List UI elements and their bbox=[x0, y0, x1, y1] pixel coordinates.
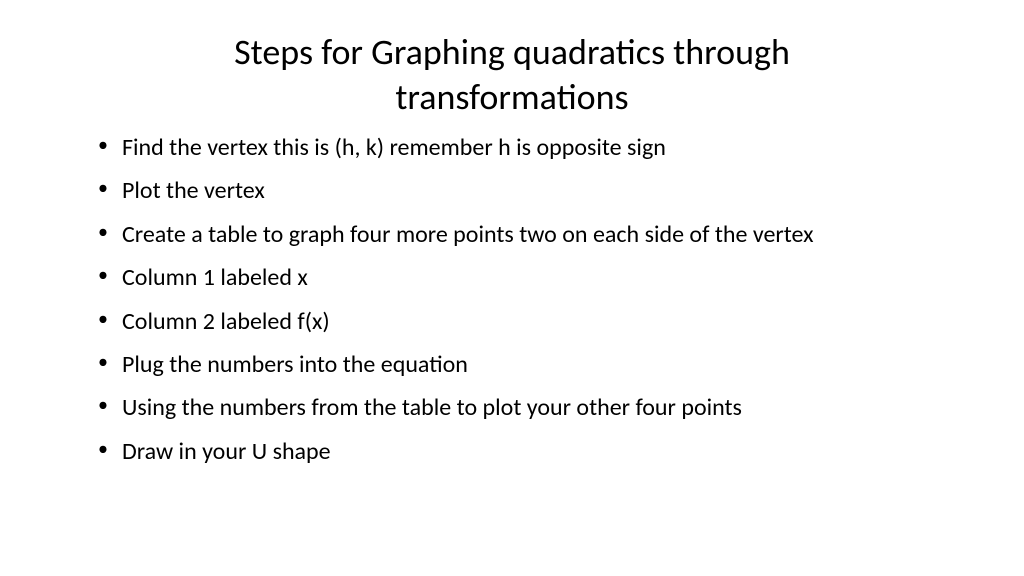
list-item: Column 2 labeled f(x) bbox=[98, 306, 954, 338]
slide-title: Steps for Graphing quadratics through tr… bbox=[70, 30, 954, 120]
list-item: Column 1 labeled x bbox=[98, 262, 954, 294]
list-item: Using the numbers from the table to plot… bbox=[98, 392, 954, 424]
list-item: Plot the vertex bbox=[98, 175, 954, 207]
list-item: Create a table to graph four more points… bbox=[98, 219, 954, 251]
bullet-list: Find the vertex this is (h, k) remember … bbox=[70, 132, 954, 468]
list-item: Find the vertex this is (h, k) remember … bbox=[98, 132, 954, 164]
list-item: Draw in your U shape bbox=[98, 436, 954, 468]
list-item: Plug the numbers into the equation bbox=[98, 349, 954, 381]
